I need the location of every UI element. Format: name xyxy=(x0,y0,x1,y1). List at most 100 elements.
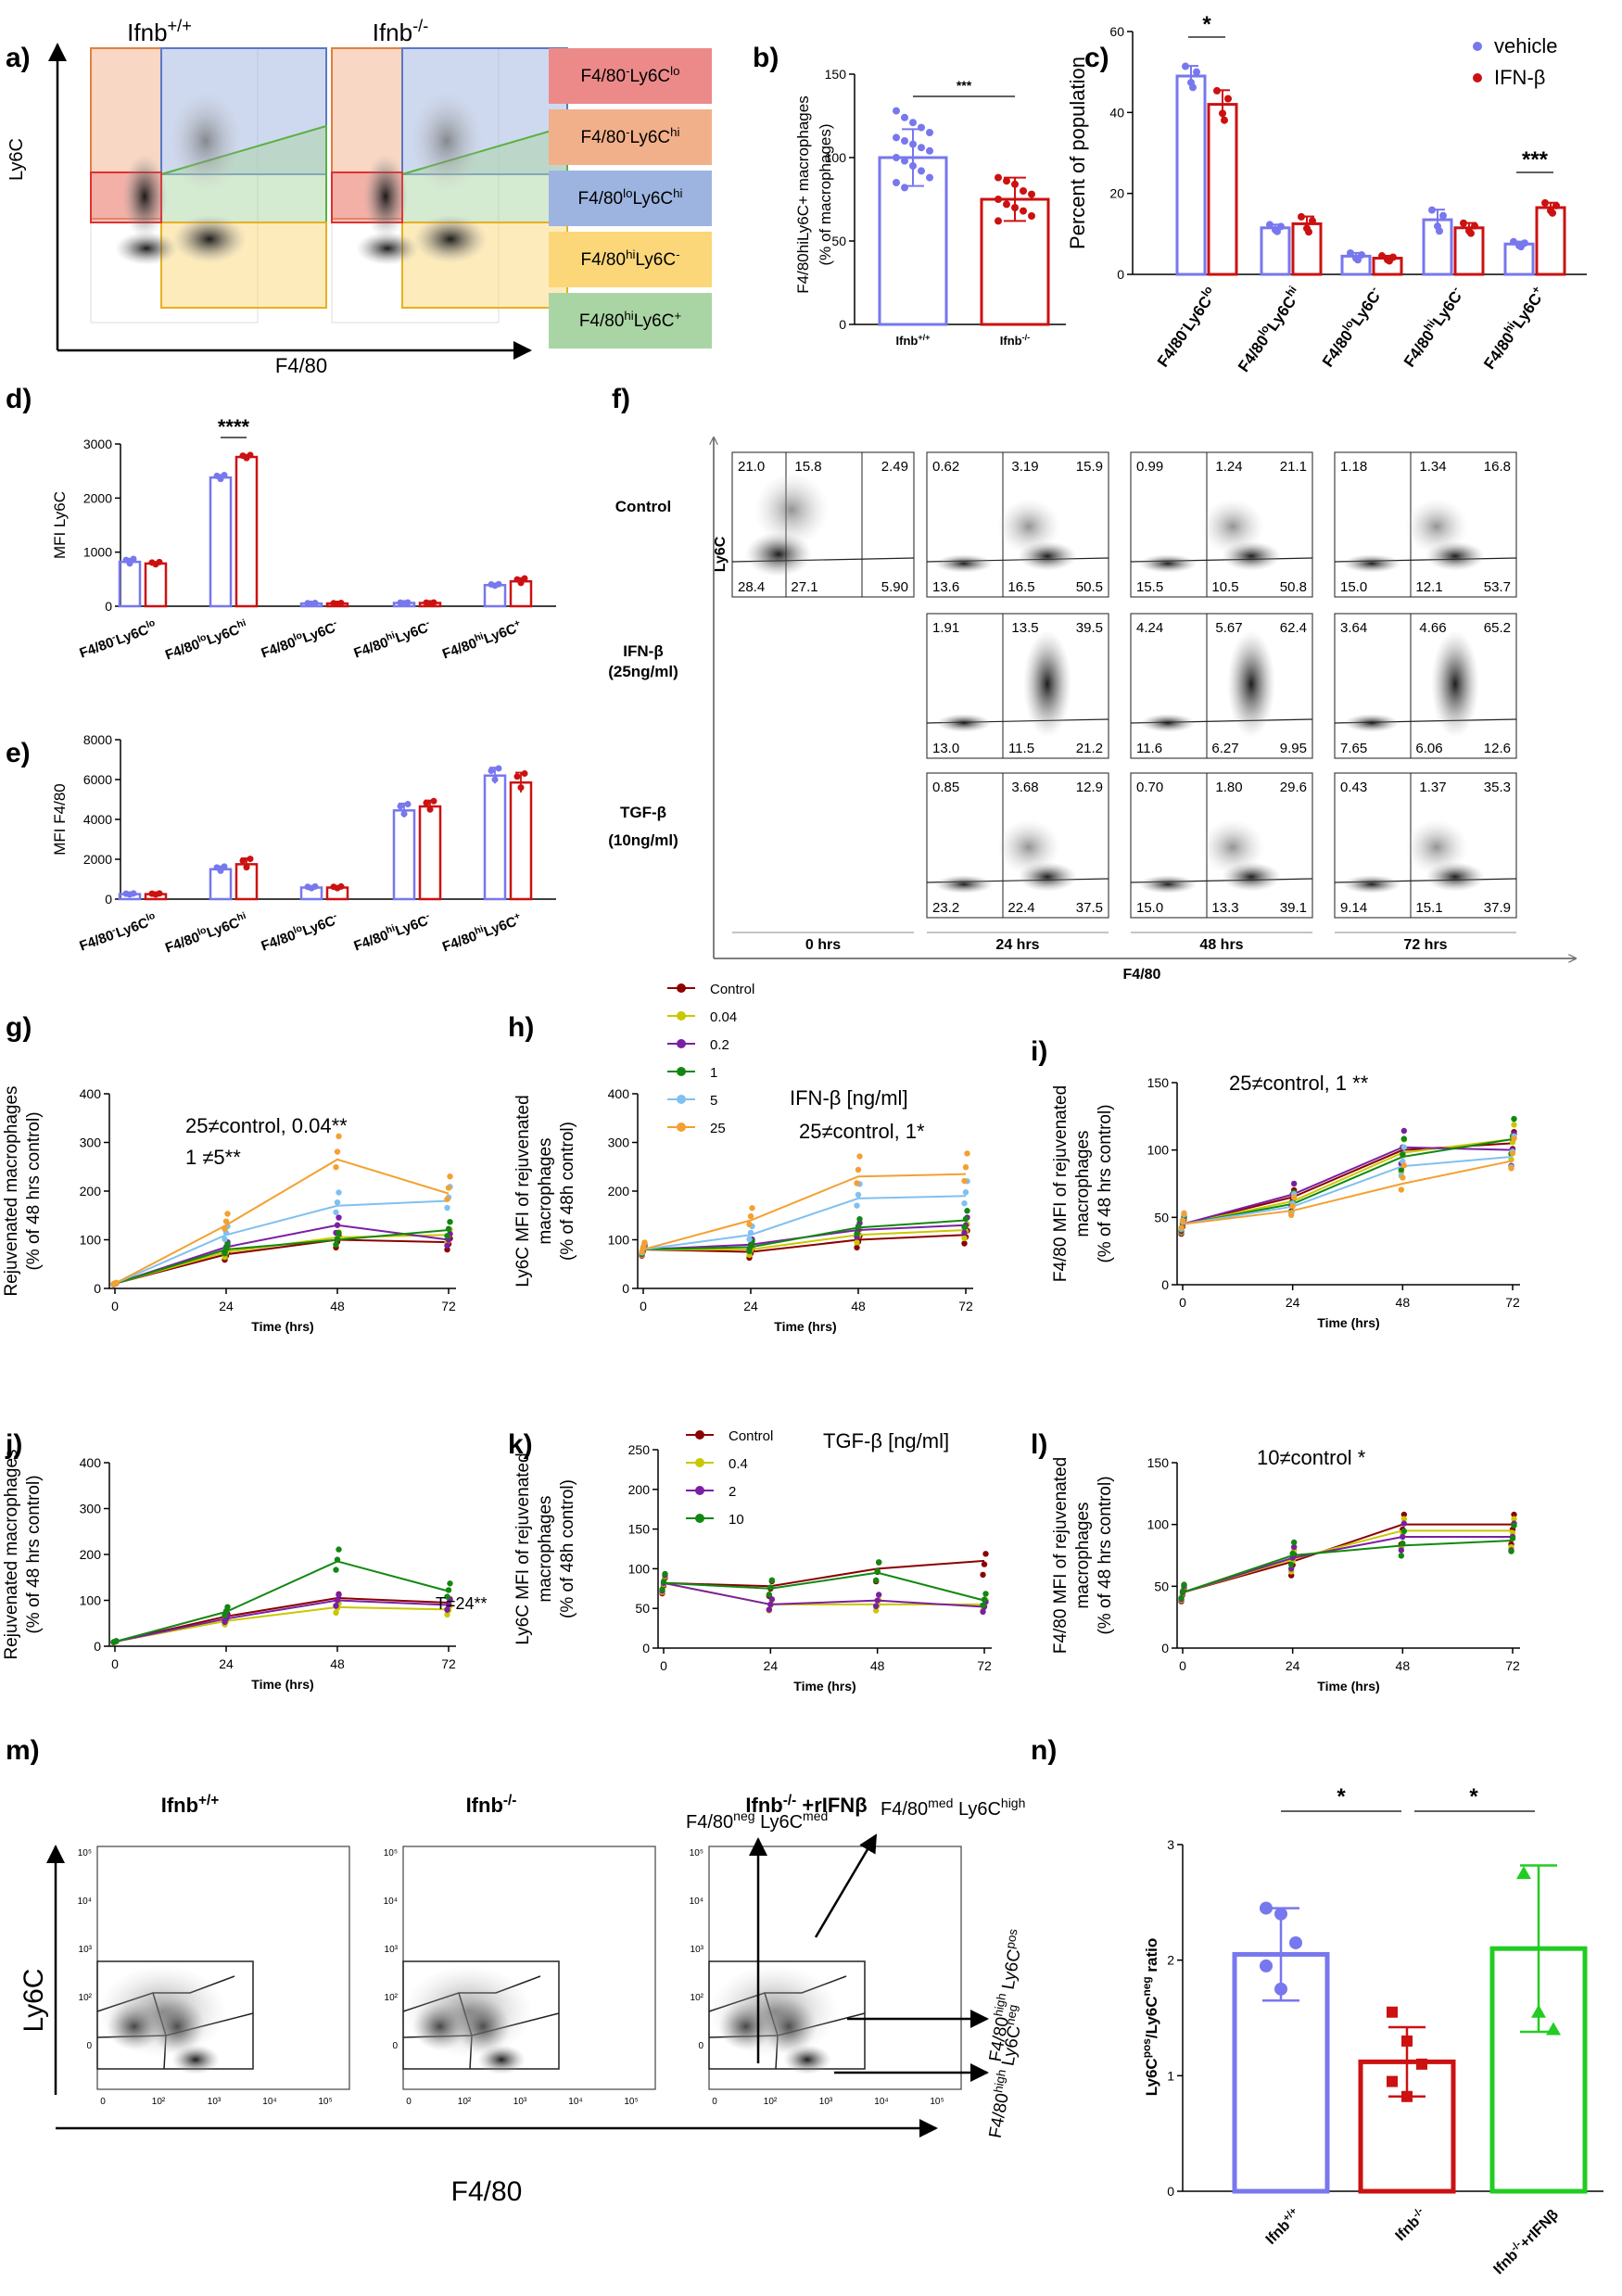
xtick-d-4: F4/80hiLy6C+ xyxy=(439,617,524,663)
bar-d xyxy=(144,562,168,608)
data-point xyxy=(962,1189,969,1196)
label-part: Ly6C xyxy=(205,915,242,941)
label-part: F4/80 xyxy=(259,635,298,662)
data-point xyxy=(336,1133,342,1140)
data-point xyxy=(874,1597,881,1604)
label-part: F4/80 xyxy=(579,311,625,331)
legend-label-0: F4/80-Ly6Clo xyxy=(580,64,679,87)
superscript: pos xyxy=(1140,2038,1153,2059)
data-point xyxy=(444,1196,450,1202)
data-point xyxy=(444,1593,450,1600)
y-tick-label: 0 xyxy=(698,2041,703,2051)
superscript: neg xyxy=(733,1808,754,1823)
panel-letter-a: a) xyxy=(6,43,31,73)
quadrant-value: 50.8 xyxy=(1280,579,1307,595)
data-point xyxy=(336,1592,342,1598)
data-point xyxy=(872,1603,880,1610)
quadrant-value: 37.9 xyxy=(1484,900,1511,916)
label-part: Ifnb xyxy=(1000,334,1022,348)
label-part: ratio xyxy=(1143,1938,1160,1977)
xlabel-j: Time (hrs) xyxy=(251,1677,313,1692)
panel-letter-d: d) xyxy=(6,384,32,414)
sig-label-c: *** xyxy=(1522,147,1549,172)
label-part: F4/80 xyxy=(1400,327,1438,371)
data-point xyxy=(1400,1135,1408,1142)
quadrant-value: 5.90 xyxy=(881,579,908,595)
data-point xyxy=(962,1164,969,1171)
data-point xyxy=(746,1248,753,1255)
point-e xyxy=(239,857,247,865)
superscript: hi xyxy=(473,630,485,643)
row-label-ifnb: IFN-β xyxy=(623,642,663,660)
superscript: lo xyxy=(196,631,208,644)
label-part: Ifnb xyxy=(161,1794,198,1817)
superscript: hi xyxy=(670,125,679,139)
x-tick-label: 48 xyxy=(1396,1658,1411,1673)
data-point xyxy=(444,1204,450,1211)
data-point xyxy=(1400,1528,1408,1535)
data-point xyxy=(1400,1511,1408,1518)
bar-e xyxy=(509,780,533,901)
quadrant-value: 3.68 xyxy=(1011,780,1038,795)
series-line-Control xyxy=(114,1238,450,1285)
legend-item-tgfb-2: 2 xyxy=(729,1484,736,1500)
point-c xyxy=(1541,198,1549,207)
panel-letter-h: h) xyxy=(508,1012,534,1043)
quadrant-value: 1.34 xyxy=(1419,459,1446,475)
data-point xyxy=(1511,1115,1517,1123)
legend-ifnb: IFN-β xyxy=(1494,66,1545,89)
xtick-b-0: Ifnb+/+ xyxy=(896,333,931,348)
x-tick-label: 72 xyxy=(441,1299,456,1313)
data-point xyxy=(1400,1540,1406,1547)
superscript: pos xyxy=(1003,1927,1020,1949)
x-tick-label: 10² xyxy=(458,2097,472,2107)
data-point xyxy=(1290,1539,1298,1546)
flow-plot-f-4: 1.91 13.5 39.5 13.0 11.5 21.2 xyxy=(926,613,1109,759)
superscript: +/+ xyxy=(198,1793,219,1808)
label-part: F4/80 xyxy=(351,928,390,955)
data-point xyxy=(854,1202,860,1209)
point-c xyxy=(1354,256,1362,264)
flow-plot-m-1: 10⁵ 10⁴ 10³ 10² 0 0 10² 10³ 10⁴ 10⁵ xyxy=(384,1846,656,2107)
xtick-c-4: F4/80hiLy6C+ xyxy=(1478,284,1550,373)
density-cluster xyxy=(936,714,992,732)
point-b xyxy=(901,184,908,192)
panel-letter-k: k) xyxy=(508,1429,533,1460)
x-tick-label: 10⁴ xyxy=(262,2097,276,2107)
point-n xyxy=(1546,2022,1561,2036)
data-point xyxy=(224,1604,231,1610)
density-cluster xyxy=(122,154,167,239)
data-point xyxy=(1287,1561,1295,1568)
quadrant-value: 1.24 xyxy=(1215,459,1242,475)
data-point xyxy=(1400,1150,1406,1158)
superscript: - xyxy=(1449,284,1462,294)
label-part: Ly6C xyxy=(953,1799,1001,1820)
quadrant-value: 37.5 xyxy=(1076,900,1103,916)
point-n xyxy=(1516,1866,1531,1880)
y-tick-label: 0 xyxy=(1117,267,1124,282)
data-point xyxy=(856,1215,863,1223)
xlabel-h: Time (hrs) xyxy=(774,1319,836,1334)
bar-c xyxy=(1207,103,1238,276)
density-cluster xyxy=(1227,630,1275,738)
y-tick-label: 50 xyxy=(1154,1210,1169,1224)
superscript: hi xyxy=(626,247,635,261)
density-cluster xyxy=(403,1965,533,2058)
ylabel-l-2: (% of 48 hrs control) xyxy=(1096,1476,1115,1634)
quadrant-value: 12.9 xyxy=(1076,780,1103,795)
arrow-gate-1 xyxy=(814,1833,878,1938)
flow-plot-wt xyxy=(90,47,327,323)
point-c xyxy=(1213,86,1221,95)
point-e xyxy=(426,806,434,813)
point-b xyxy=(918,144,925,152)
density-cluster xyxy=(754,473,829,547)
y-tick-label: 100 xyxy=(1147,1143,1170,1158)
panel-letter-l: l) xyxy=(1031,1429,1047,1460)
quadrant-value: 1.80 xyxy=(1215,780,1242,795)
series-line-0.4 xyxy=(114,1605,450,1643)
ylabel-k-0: Ly6C MFI of rejuvenated xyxy=(513,1452,533,1644)
y-tick-label: 10⁴ xyxy=(690,1896,703,1907)
data-point xyxy=(766,1606,773,1613)
density-cluster xyxy=(1140,714,1196,732)
data-point xyxy=(962,1215,969,1223)
